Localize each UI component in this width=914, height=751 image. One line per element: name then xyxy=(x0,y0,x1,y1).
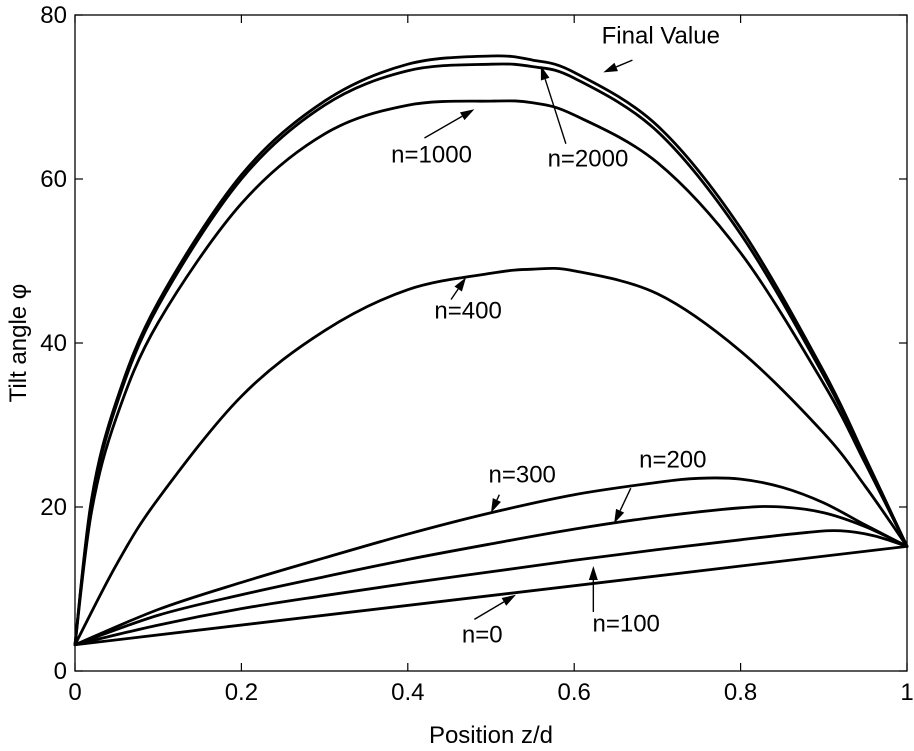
annotation-n300: n=300 xyxy=(489,461,556,488)
x-tick-label: 1 xyxy=(900,679,913,706)
arrow-head-n1000 xyxy=(460,109,474,120)
arrow-head-final xyxy=(603,63,618,73)
arrow-line-n200 xyxy=(620,488,631,511)
curve-n400 xyxy=(75,268,907,644)
annotation-n0: n=0 xyxy=(462,621,503,648)
annotation-n1000: n=1000 xyxy=(391,142,472,169)
annotation-n200: n=200 xyxy=(639,447,706,474)
y-tick-label: 80 xyxy=(40,2,67,29)
x-tick-label: 0.4 xyxy=(391,679,424,706)
curve-n2000 xyxy=(75,64,907,645)
x-axis-label: Position z/d xyxy=(429,722,553,749)
arrow-head-n0 xyxy=(502,595,516,606)
annotation-n2000: n=2000 xyxy=(548,146,629,173)
arrow-line-n0 xyxy=(474,602,504,619)
arrow-head-n100 xyxy=(589,566,598,580)
annotation-final: Final Value xyxy=(602,23,720,50)
arrow-line-final xyxy=(616,60,632,67)
annotation-n100: n=100 xyxy=(593,611,660,638)
axis-tick-labels: 0 0.2 0.4 0.6 0.8 1 0 20 40 60 80 xyxy=(40,2,913,706)
y-tick-label: 60 xyxy=(40,166,67,193)
x-tick-label: 0 xyxy=(68,679,81,706)
y-axis-label: Tilt angle φ xyxy=(5,284,32,403)
curve-final xyxy=(75,56,907,645)
curve-n1000 xyxy=(75,101,907,645)
series-curves xyxy=(75,56,907,645)
y-tick-label: 20 xyxy=(40,494,67,521)
x-tick-label: 0.8 xyxy=(724,679,757,706)
y-tick-label: 0 xyxy=(54,658,67,685)
x-tick-label: 0.2 xyxy=(225,679,258,706)
y-tick-label: 40 xyxy=(40,330,67,357)
arrow-line-n300 xyxy=(497,495,499,500)
arrow-line-n1000 xyxy=(424,116,462,138)
annotation-n400: n=400 xyxy=(434,297,501,324)
x-tick-label: 0.6 xyxy=(558,679,591,706)
